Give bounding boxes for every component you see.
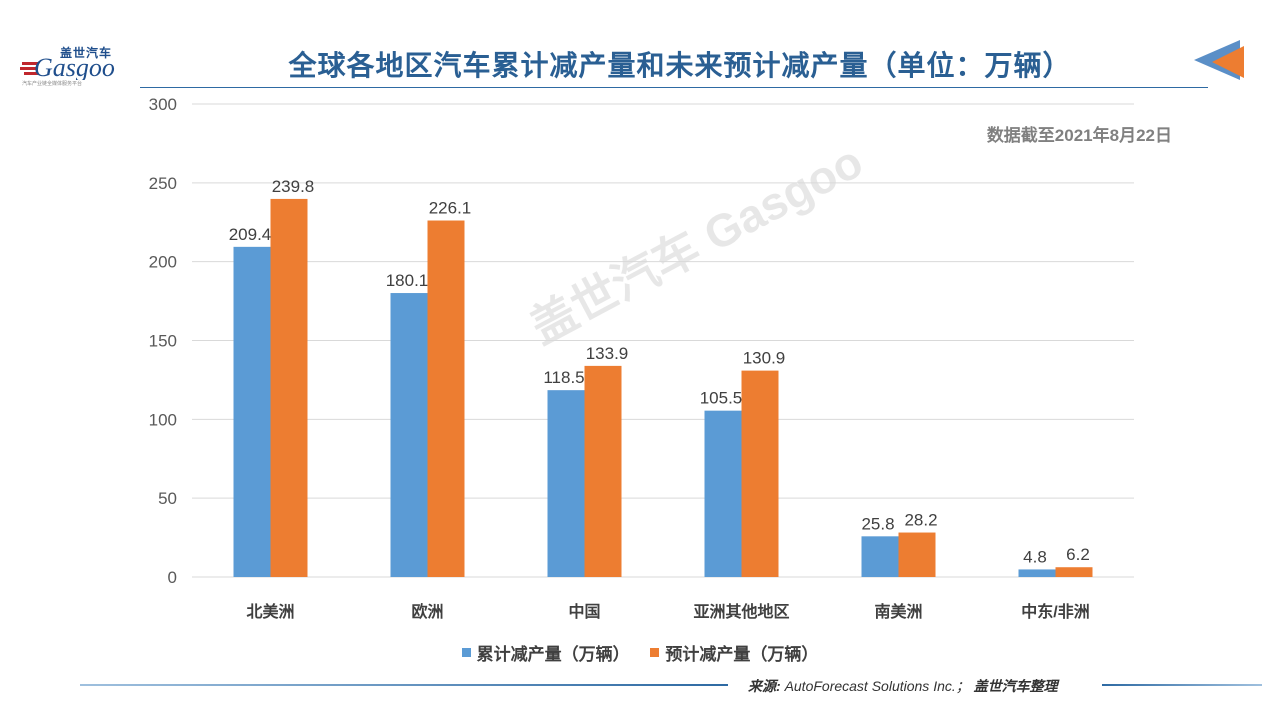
bar-forecast	[1055, 567, 1093, 577]
logo-wordmark: Gasgoo	[20, 53, 115, 80]
x-category-label: 南美洲	[874, 602, 922, 621]
data-label: 105.5	[700, 389, 743, 408]
y-tick-label: 150	[149, 332, 177, 351]
source-note: 来源: AutoForecast Solutions Inc.； 盖世汽车整理	[748, 676, 1058, 696]
legend-swatch-blue	[461, 648, 471, 657]
x-category-label: 亚洲其他地区	[693, 602, 789, 621]
bar-forecast	[898, 532, 936, 577]
legend-swatch-orange	[650, 648, 660, 657]
x-category-label: 中国	[568, 602, 600, 621]
logo-cn-text: 盖世汽车	[60, 46, 113, 60]
data-label: 118.5	[543, 368, 584, 387]
footer-divider-left	[80, 684, 728, 686]
bar-cumulative	[547, 390, 585, 577]
legend-item-forecast: 预计减产量（万辆）	[650, 640, 818, 665]
bar-forecast	[584, 365, 622, 577]
page-title: 全球各地区汽车累计减产量和未来预计减产量（单位：万辆）	[288, 50, 1072, 81]
bar-cumulative	[233, 246, 271, 577]
y-tick-label: 50	[158, 489, 177, 508]
legend-label-forecast: 预计减产量（万辆）	[665, 645, 819, 664]
x-category-label: 中东/非洲	[1021, 602, 1089, 621]
bar-forecast	[427, 220, 465, 577]
data-label: 28.2	[904, 511, 937, 530]
data-label: 209.4	[229, 225, 272, 244]
logo-en-text: Gasgoo	[34, 53, 115, 80]
bar-forecast	[270, 198, 308, 577]
x-category-label: 欧洲	[411, 602, 443, 621]
data-label: 239.8	[272, 177, 315, 196]
watermark-text: 盖世汽车 Gasgoo	[521, 135, 870, 354]
x-category-label: 北美洲	[246, 602, 294, 621]
data-label: 130.9	[743, 349, 786, 368]
y-tick-label: 0	[168, 568, 177, 587]
y-tick-label: 100	[149, 410, 177, 429]
footer-divider-right	[1102, 684, 1262, 686]
source-label: 来源:	[748, 678, 781, 694]
data-label: 25.8	[861, 514, 894, 533]
source-text: AutoForecast Solutions Inc.；	[784, 678, 970, 694]
source-org: 盖世汽车整理	[973, 678, 1058, 694]
logo-tagline: 汽车产业链全媒体服务平台	[22, 81, 83, 87]
arrow-decoration-icon	[1194, 40, 1244, 80]
watermark: 盖世汽车 Gasgoo	[521, 135, 870, 354]
bar-cumulative	[861, 536, 899, 577]
legend-label-cumulative: 累计减产量（万辆）	[476, 645, 630, 664]
data-date-note: 数据截至2021年8月22日	[986, 126, 1172, 145]
legend-item-cumulative: 累计减产量（万辆）	[461, 640, 630, 665]
y-tick-label: 200	[149, 253, 177, 272]
bar-forecast	[741, 370, 779, 577]
title-divider	[140, 87, 1208, 88]
bar-cumulative	[1018, 569, 1056, 577]
data-label: 4.8	[1023, 547, 1047, 566]
y-tick-label: 250	[149, 174, 177, 193]
y-tick-label: 300	[149, 95, 177, 114]
data-label: 133.9	[586, 344, 629, 363]
data-label: 226.1	[429, 199, 472, 218]
gasgoo-logo: 盖世汽车 Gasgoo 汽车产业链全媒体服务平台	[20, 44, 132, 90]
bar-cumulative	[704, 410, 742, 577]
data-label: 180.1	[386, 271, 429, 290]
chart-legend: 累计减产量（万辆） 预计减产量（万辆）	[0, 640, 1280, 665]
data-label: 6.2	[1066, 545, 1090, 564]
bar-cumulative	[390, 293, 428, 577]
